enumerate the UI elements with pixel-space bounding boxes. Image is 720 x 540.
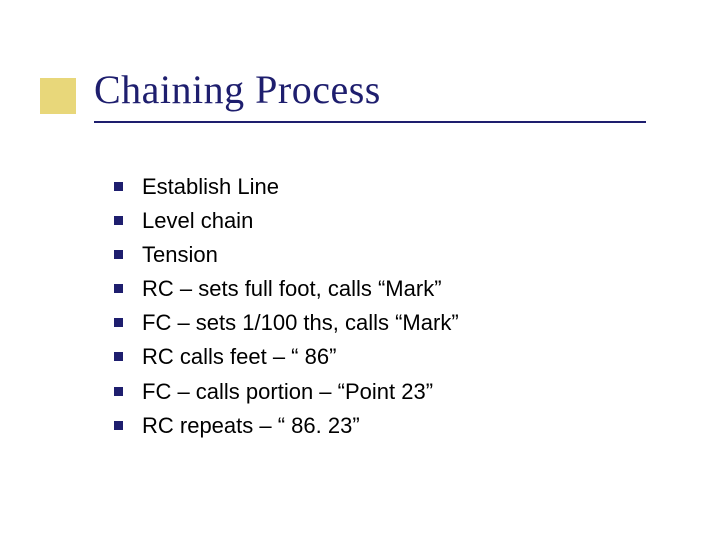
bullet-list: Establish Line Level chain Tension RC – …	[114, 170, 654, 443]
title-block: Chaining Process	[94, 66, 654, 123]
square-bullet-icon	[114, 421, 123, 430]
title-underline	[94, 121, 646, 123]
list-item-text: RC repeats – “ 86. 23”	[142, 413, 360, 438]
list-item: RC repeats – “ 86. 23”	[114, 409, 654, 443]
list-item-text: FC – sets 1/100 ths, calls “Mark”	[142, 310, 459, 335]
square-bullet-icon	[114, 216, 123, 225]
accent-square	[40, 78, 76, 114]
square-bullet-icon	[114, 250, 123, 259]
list-item: Level chain	[114, 204, 654, 238]
list-item: FC – sets 1/100 ths, calls “Mark”	[114, 306, 654, 340]
slide-title: Chaining Process	[94, 66, 654, 119]
list-item-text: Level chain	[142, 208, 253, 233]
square-bullet-icon	[114, 284, 123, 293]
list-item: Tension	[114, 238, 654, 272]
square-bullet-icon	[114, 182, 123, 191]
list-item-text: Establish Line	[142, 174, 279, 199]
list-item: FC – calls portion – “Point 23”	[114, 375, 654, 409]
list-item-text: RC – sets full foot, calls “Mark”	[142, 276, 442, 301]
list-item-text: Tension	[142, 242, 218, 267]
square-bullet-icon	[114, 387, 123, 396]
list-item-text: FC – calls portion – “Point 23”	[142, 379, 433, 404]
square-bullet-icon	[114, 318, 123, 327]
slide: { "colors": { "accent": "#e8d77a", "titl…	[0, 0, 720, 540]
list-item: RC – sets full foot, calls “Mark”	[114, 272, 654, 306]
square-bullet-icon	[114, 352, 123, 361]
body-content: Establish Line Level chain Tension RC – …	[114, 170, 654, 443]
list-item: RC calls feet – “ 86”	[114, 340, 654, 374]
list-item-text: RC calls feet – “ 86”	[142, 344, 336, 369]
list-item: Establish Line	[114, 170, 654, 204]
